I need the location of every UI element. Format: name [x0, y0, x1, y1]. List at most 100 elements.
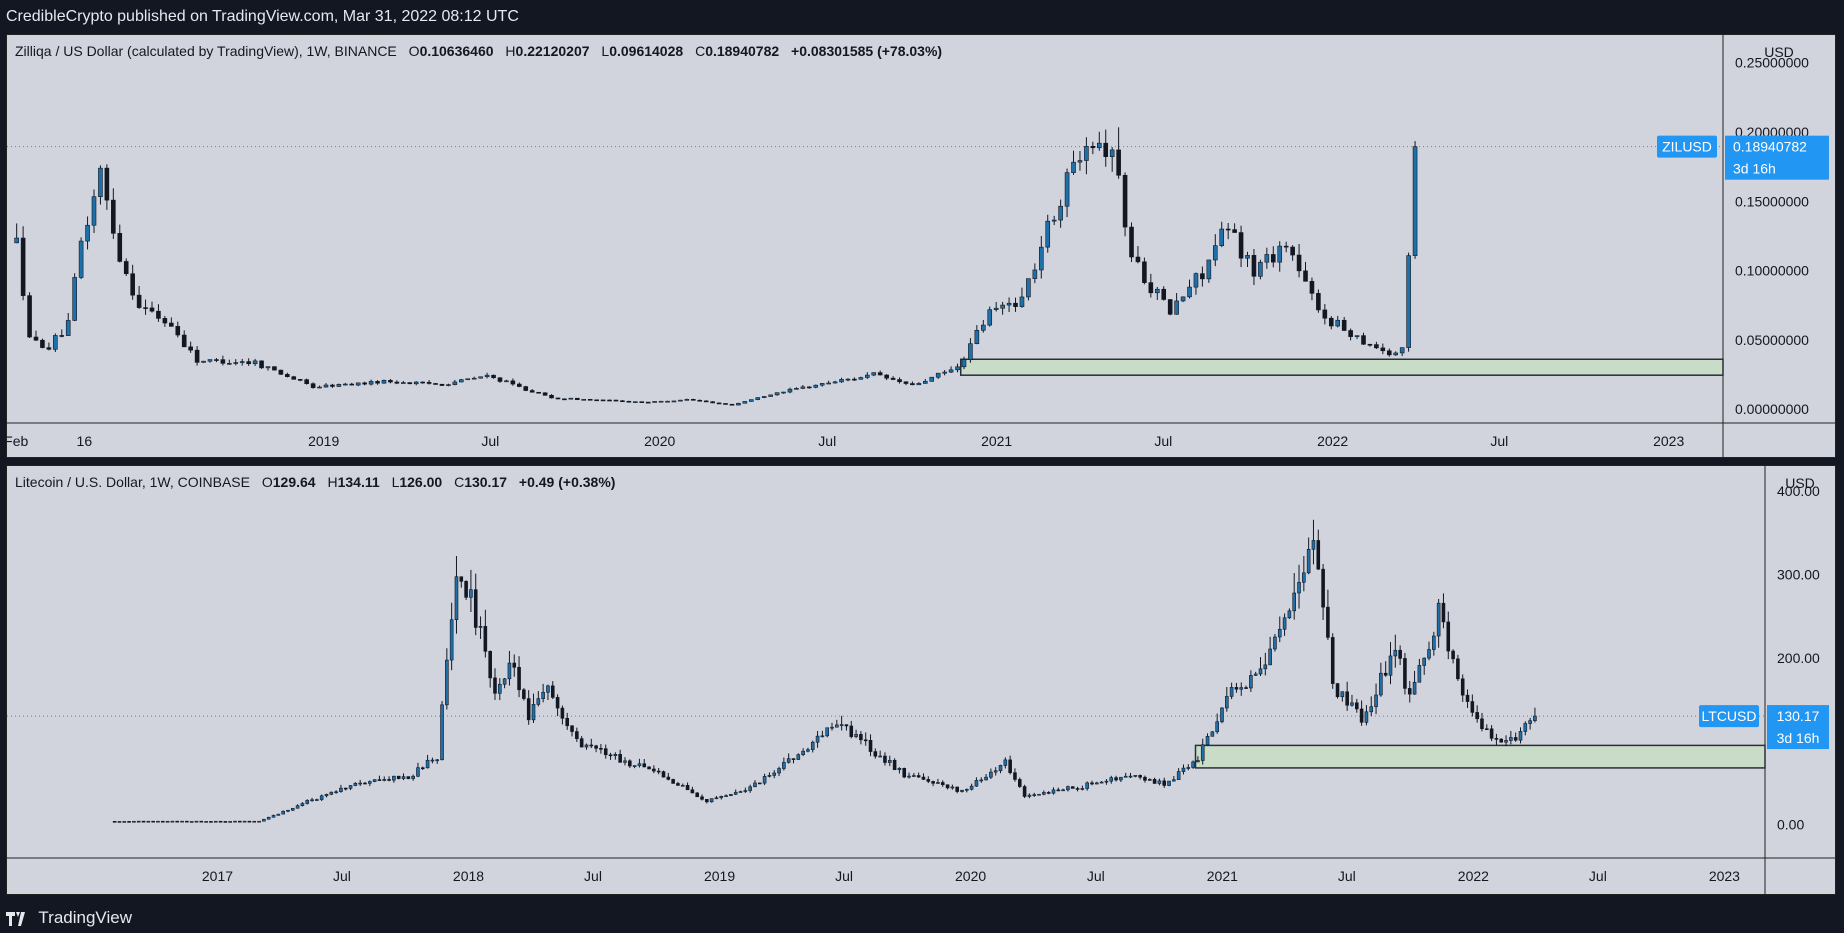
- candle-body: [575, 397, 580, 401]
- candle-body: [411, 775, 415, 779]
- candle-up: [916, 382, 922, 386]
- candle-up: [425, 754, 430, 769]
- zilusd-close: 0.18940782: [705, 43, 780, 59]
- candle-up: [1206, 259, 1212, 283]
- candle-down: [420, 381, 425, 384]
- candle-down: [661, 770, 666, 778]
- candle-down: [209, 821, 213, 823]
- candle-body: [1172, 779, 1176, 782]
- candle-down: [1398, 645, 1402, 666]
- zilusd-chart[interactable]: USD0.250000000.200000000.150000000.10000…: [7, 35, 1835, 457]
- candle-down: [555, 397, 561, 400]
- candle-body: [239, 361, 245, 363]
- candle-body: [703, 400, 709, 403]
- candle-body: [504, 380, 509, 383]
- candle-down: [1380, 343, 1386, 355]
- candle-up: [826, 380, 831, 385]
- candle-body: [1441, 602, 1446, 623]
- candle-up: [1412, 141, 1418, 259]
- candle-up: [478, 616, 483, 639]
- candle-up: [742, 401, 748, 404]
- candle-body: [820, 735, 825, 738]
- candle-up: [787, 387, 793, 394]
- price-tag: [1725, 135, 1829, 180]
- candle-body: [1369, 706, 1374, 713]
- candle-body: [587, 398, 593, 401]
- candle-body: [112, 821, 117, 823]
- candle-up: [348, 785, 353, 791]
- candle-body: [469, 589, 473, 598]
- candle-up: [658, 400, 664, 403]
- candle-body: [401, 382, 406, 384]
- candle-body: [1270, 254, 1276, 263]
- candle-down: [1122, 172, 1128, 237]
- zilusd-chart-panel[interactable]: USD 0.25000000 0.20000000 0.15000000 0.10000…: [6, 34, 1836, 458]
- candle-body: [623, 760, 627, 763]
- candle-down: [433, 383, 438, 385]
- candle-down: [483, 609, 488, 658]
- candle-down: [1114, 775, 1118, 782]
- candle-body: [1290, 246, 1295, 256]
- candle-up: [1374, 683, 1378, 715]
- candle-body: [111, 199, 116, 234]
- candle-body: [1129, 226, 1134, 258]
- candle-body: [710, 401, 715, 404]
- candle-down: [1348, 328, 1353, 341]
- candle-down: [1345, 681, 1349, 711]
- x-tick-label: 2018: [453, 868, 484, 884]
- candle-body: [207, 359, 213, 362]
- candle-body: [550, 685, 555, 698]
- candle-body: [620, 400, 625, 403]
- candle-body: [826, 382, 831, 385]
- candle-down: [151, 820, 155, 823]
- candle-up: [368, 379, 374, 386]
- candle-up: [1027, 793, 1032, 799]
- candle-down: [844, 724, 849, 731]
- candle-body: [446, 384, 451, 386]
- candle-body: [65, 320, 71, 336]
- candle-up: [1215, 713, 1219, 734]
- candle-up: [1287, 608, 1292, 619]
- candle-body: [1277, 245, 1283, 263]
- candle-body: [762, 776, 767, 784]
- candle-body: [1432, 635, 1436, 650]
- candle-body: [599, 748, 603, 750]
- ltcusd-chart-panel[interactable]: USD 400.00 300.00 200.00 0.00 2017 Jul 2018 Jul 2…: [6, 465, 1836, 895]
- candle-body: [435, 759, 440, 762]
- candle-down: [642, 759, 647, 768]
- candle-down: [873, 748, 878, 759]
- candle-body: [27, 295, 32, 338]
- candle-down: [562, 398, 567, 401]
- candle-body: [317, 386, 322, 389]
- candle-up: [252, 820, 257, 823]
- candle-body: [1210, 731, 1215, 737]
- candle-up: [1311, 519, 1316, 565]
- candle-up: [136, 820, 141, 823]
- candle-down: [1513, 732, 1518, 742]
- candle-body: [955, 786, 959, 792]
- candle-body: [271, 815, 276, 818]
- candle-up: [709, 798, 714, 803]
- candle-body: [130, 273, 135, 296]
- candle-down: [1138, 774, 1142, 780]
- candle-body: [839, 379, 844, 383]
- candle-body: [536, 698, 541, 705]
- zilusd-high: 0.22120207: [515, 43, 590, 59]
- candle-body: [666, 776, 671, 780]
- candle-body: [425, 759, 430, 769]
- candle-down: [1225, 222, 1231, 240]
- candle-body: [839, 724, 844, 726]
- candle-body: [1528, 720, 1532, 724]
- candle-body: [165, 820, 170, 823]
- candle-body: [705, 799, 709, 803]
- candle-body: [491, 374, 496, 379]
- ltcusd-close: 130.17: [464, 474, 508, 490]
- candle-body: [863, 739, 868, 742]
- candle-body: [607, 399, 612, 402]
- candle-body: [1277, 628, 1282, 638]
- x-tick-label: 2019: [308, 433, 339, 449]
- candle-down: [859, 731, 863, 745]
- candle-body: [305, 800, 310, 804]
- candle-body: [228, 821, 232, 823]
